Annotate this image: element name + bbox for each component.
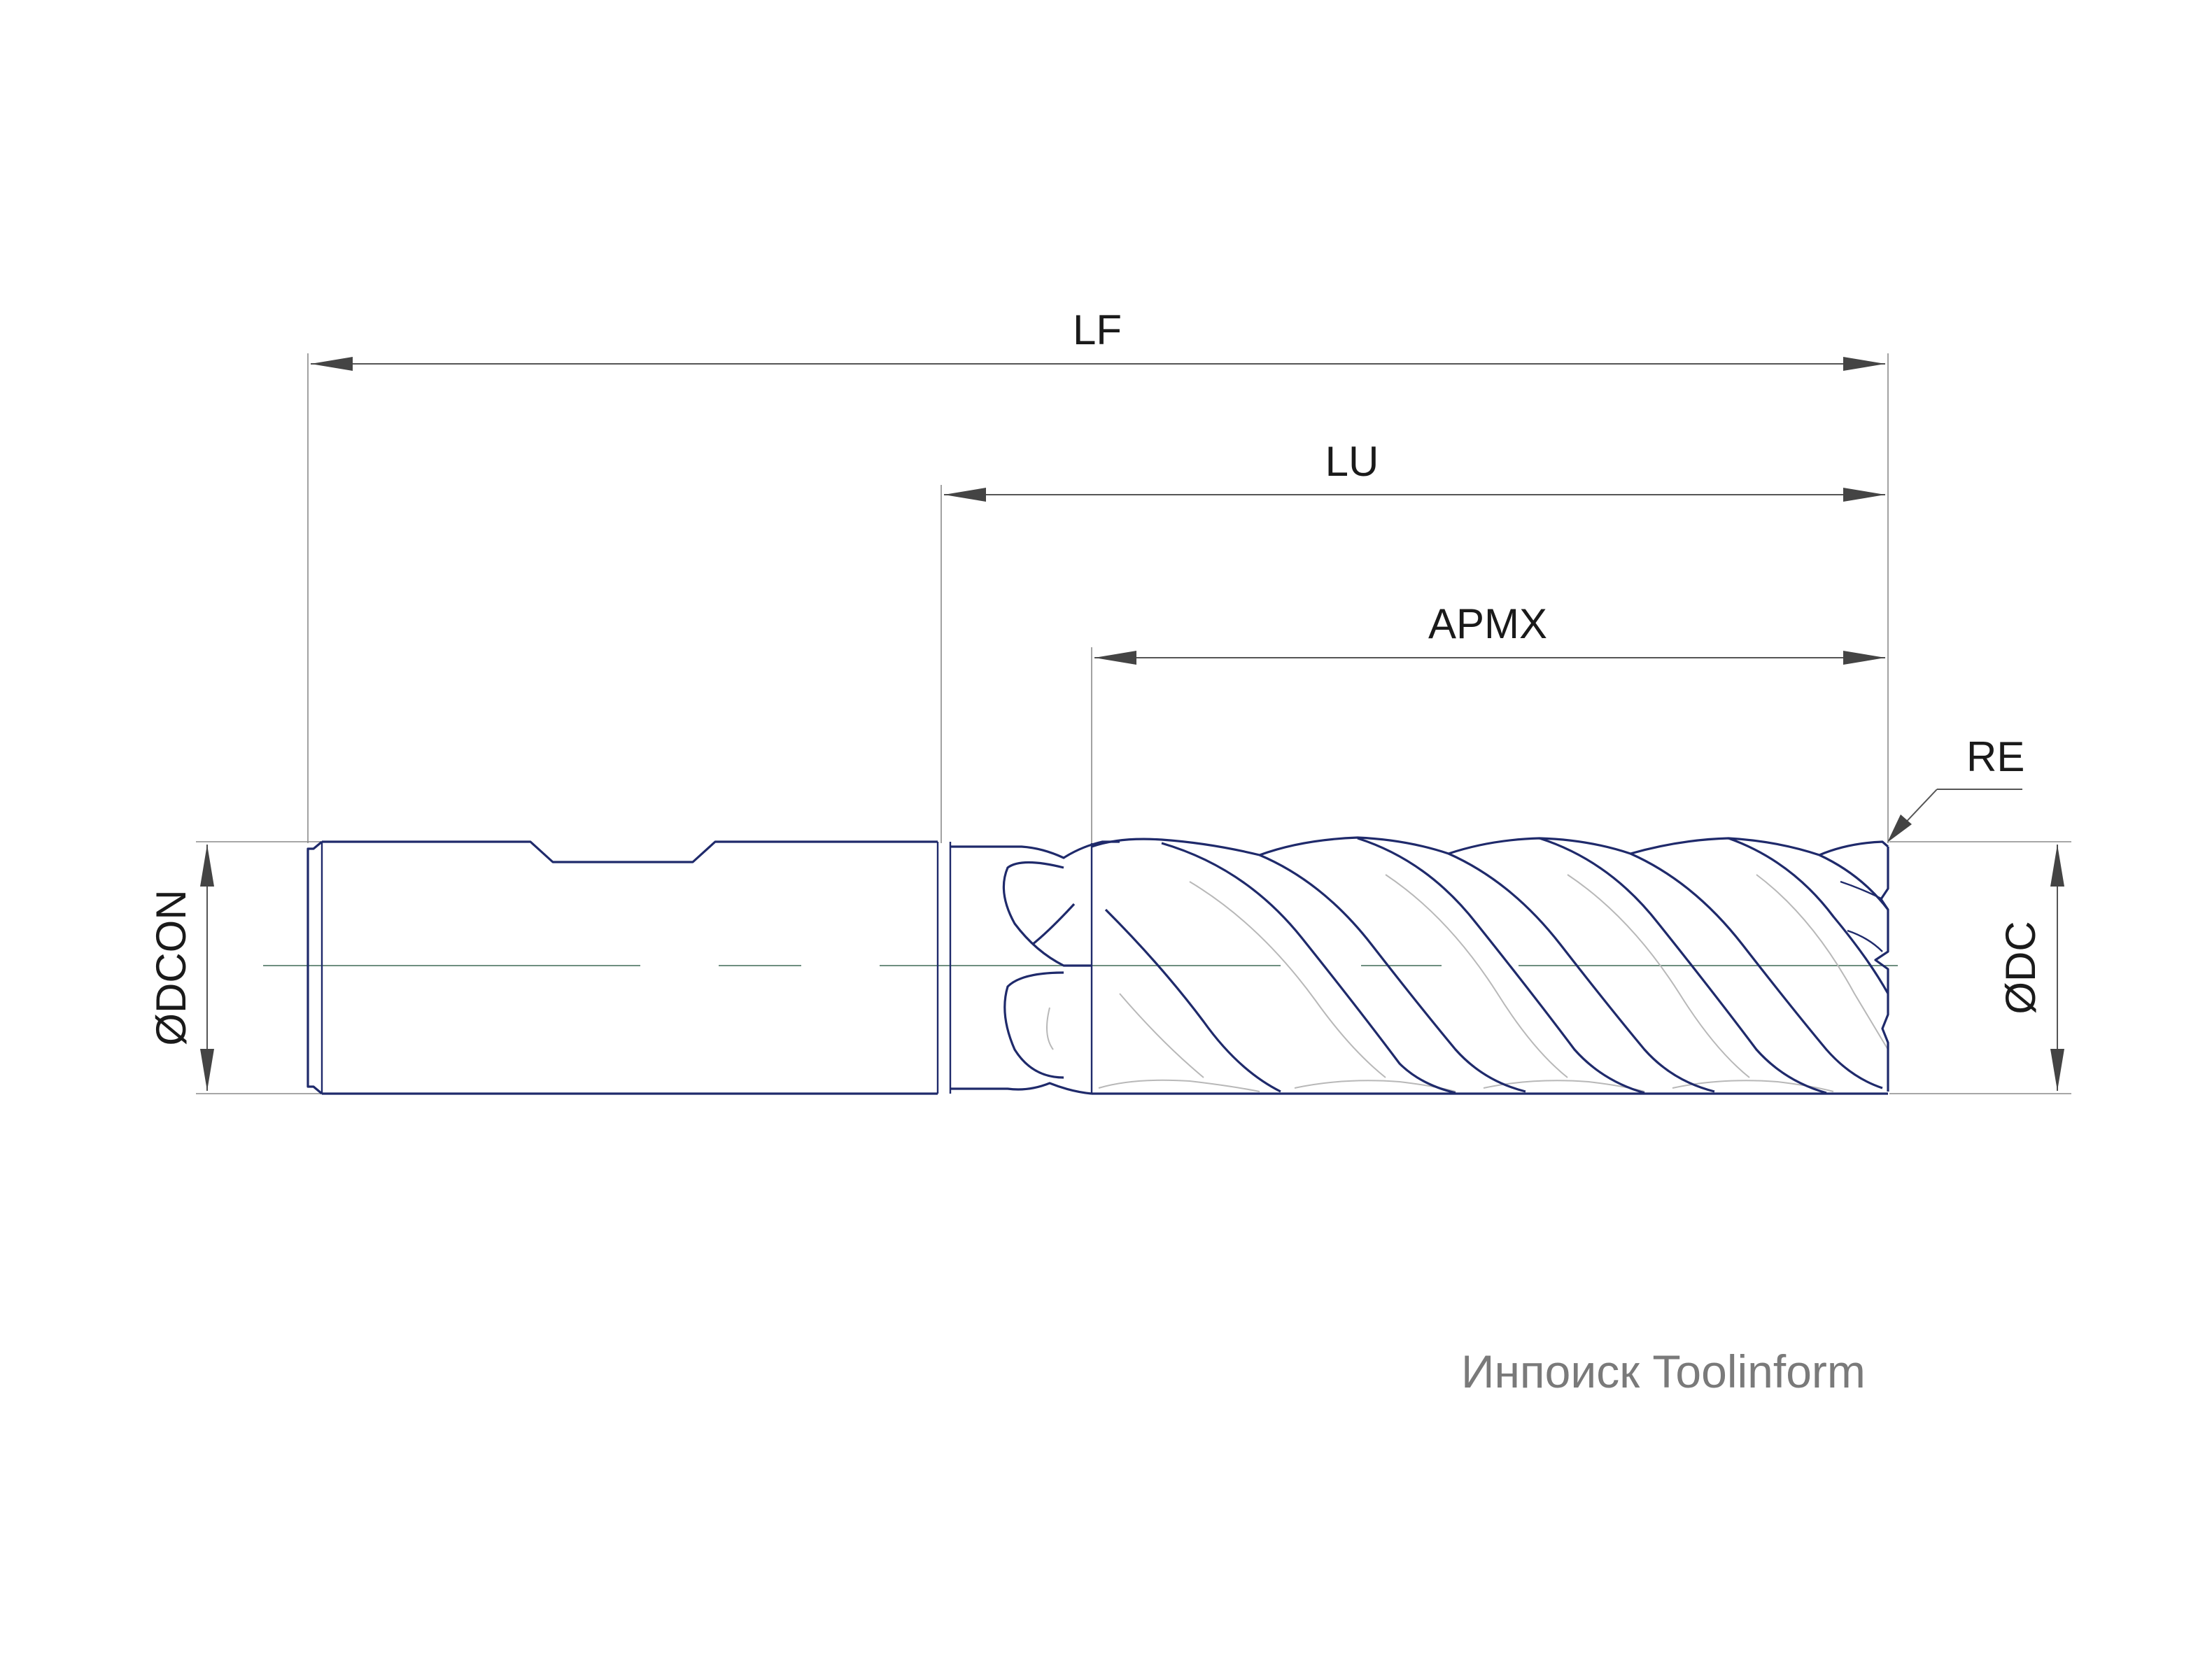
extension-lines xyxy=(196,353,2071,1094)
re-leader: RE xyxy=(1887,733,2024,842)
lu-dimension: LU xyxy=(944,438,1885,502)
apmx-dimension: APMX xyxy=(1094,600,1885,665)
dc-dimension: ØDC xyxy=(1997,845,2064,1091)
dcon-dimension: ØDCON xyxy=(148,845,214,1091)
apmx-label: APMX xyxy=(1428,600,1547,647)
neck xyxy=(950,840,1120,1095)
cutting-section xyxy=(1090,836,1889,1095)
dc-label: ØDC xyxy=(1997,921,2044,1014)
re-label: RE xyxy=(1966,733,2024,780)
lf-dimension: LF xyxy=(311,306,1885,371)
dcon-label: ØDCON xyxy=(148,889,195,1045)
lu-label: LU xyxy=(1325,438,1379,485)
lf-label: LF xyxy=(1073,306,1122,353)
shank xyxy=(307,840,952,1095)
watermark: Инпоиск Toolinform xyxy=(1461,1346,1866,1397)
